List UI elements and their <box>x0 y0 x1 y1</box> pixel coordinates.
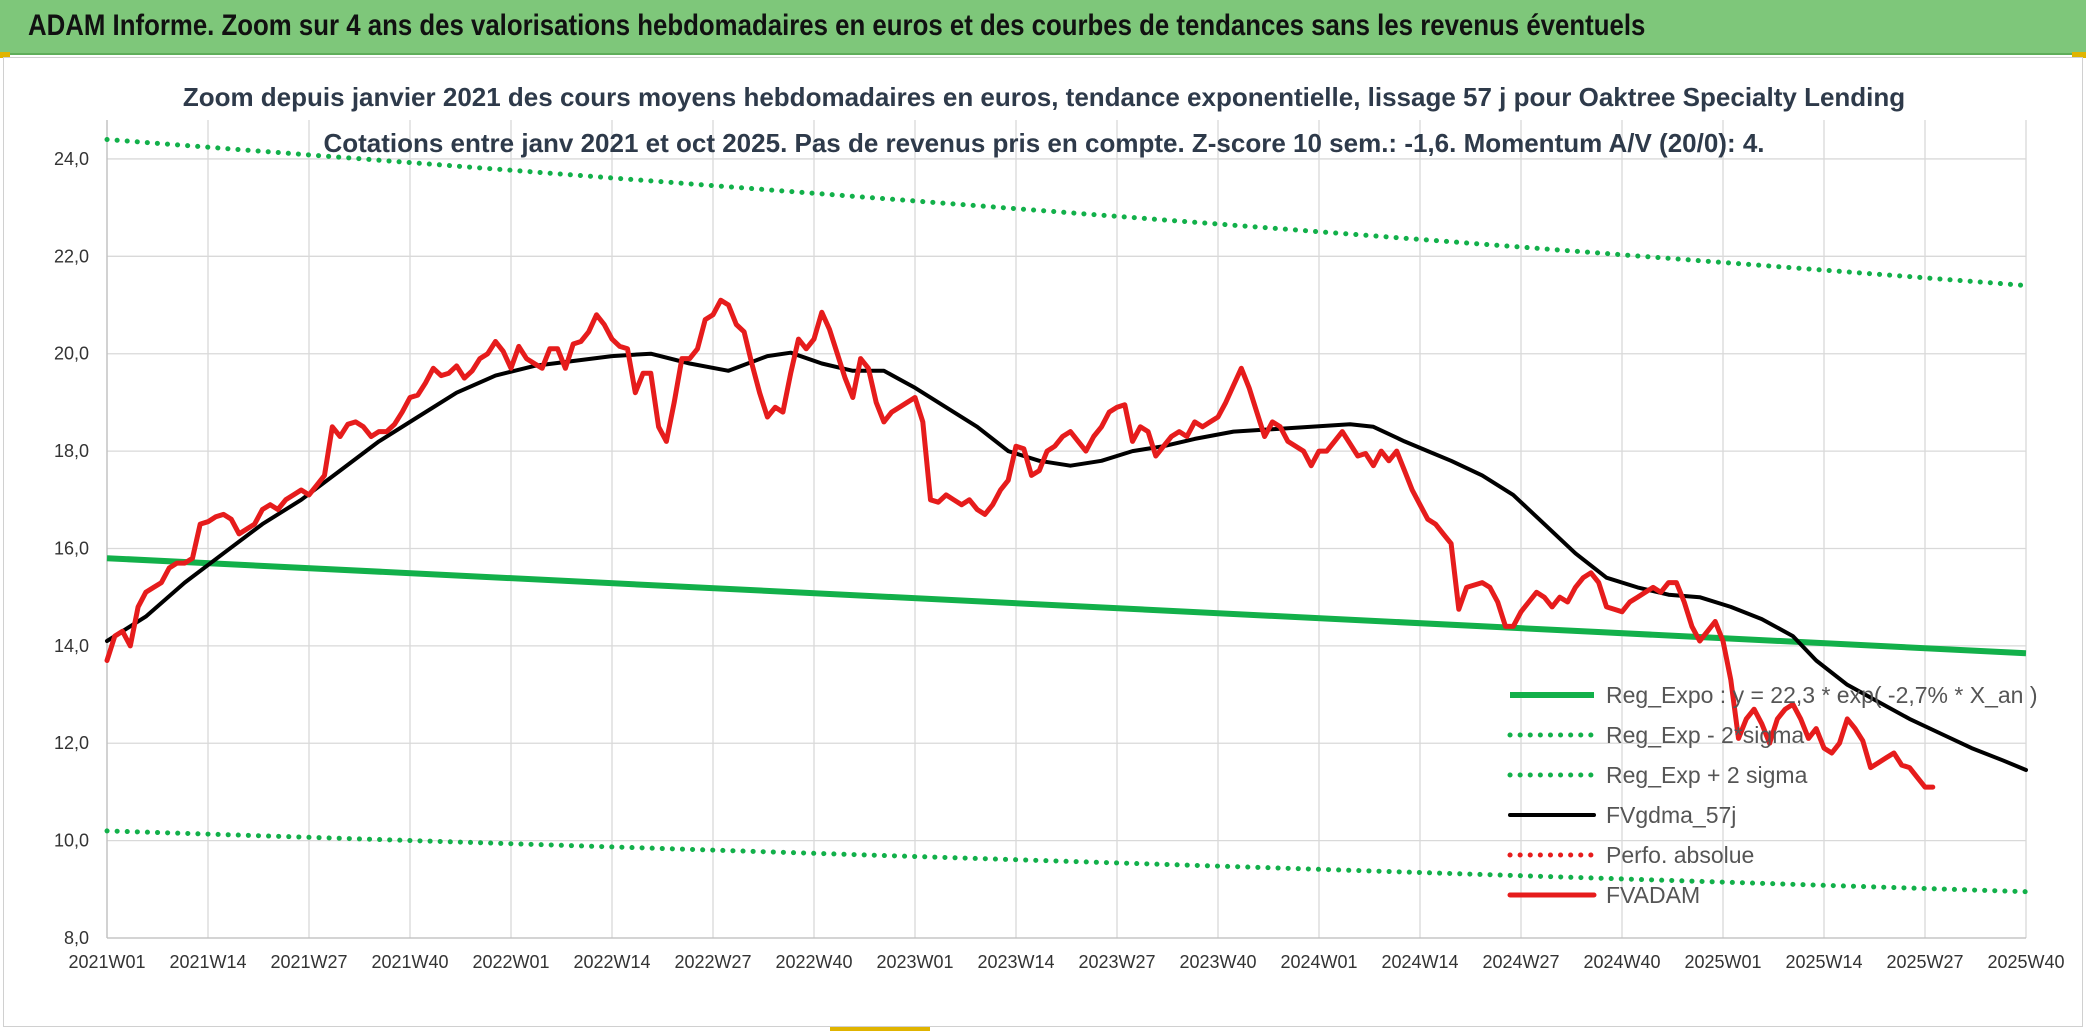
x-tick-label: 2025W40 <box>1987 952 2064 972</box>
x-tick-label: 2023W27 <box>1078 952 1155 972</box>
x-tick-label: 2025W27 <box>1886 952 1963 972</box>
y-tick-label: 22,0 <box>54 246 89 266</box>
series-line-fvadam <box>104 297 1936 790</box>
legend-label: Reg_Expo : y = 22,3 * exp( -2,7% * X_an … <box>1606 682 2038 708</box>
x-tick-label: 2022W27 <box>674 952 751 972</box>
x-tick-label: 2021W27 <box>270 952 347 972</box>
y-tick-label: 14,0 <box>54 636 89 656</box>
report-banner: ADAM Informe. Zoom sur 4 ans des valoris… <box>0 0 2086 55</box>
series-line-reg-exp-2-sigma <box>104 137 2029 288</box>
y-tick-label: 24,0 <box>54 149 89 169</box>
series-line-reg-expo-y-22-3-exp-2-7-x-an <box>106 555 2027 657</box>
corner-accent-right <box>2072 52 2086 58</box>
legend: Reg_Expo : y = 22,3 * exp( -2,7% * X_an … <box>1507 682 2038 908</box>
y-tick-label: 20,0 <box>54 344 89 364</box>
x-tick-label: 2024W14 <box>1381 952 1458 972</box>
x-tick-label: 2022W40 <box>775 952 852 972</box>
y-tick-label: 18,0 <box>54 441 89 461</box>
bottom-accent <box>830 1026 930 1031</box>
y-tick-label: 12,0 <box>54 733 89 753</box>
report-title: ADAM Informe. Zoom sur 4 ans des valoris… <box>28 9 1646 42</box>
chart-title: Zoom depuis janvier 2021 des cours moyen… <box>183 82 1905 112</box>
y-axis: 8,0 10,0 12,0 14,0 16,0 18,0 20,0 22,0 24,0 <box>54 149 89 948</box>
y-tick-label: 10,0 <box>54 831 89 851</box>
y-tick-label: 16,0 <box>54 538 89 558</box>
y-tick-label: 8,0 <box>64 928 89 948</box>
x-axis: 2021W01 2021W14 2021W27 2021W40 2022W01 2022W… <box>68 952 2064 972</box>
x-tick-label: 2022W14 <box>573 952 650 972</box>
x-tick-label: 2023W40 <box>1179 952 1256 972</box>
legend-label: Perfo. absolue <box>1606 842 1754 868</box>
legend-label: Reg_Exp + 2 sigma <box>1606 762 1808 788</box>
x-tick-label: 2023W01 <box>876 952 953 972</box>
series-line-fvgdma-57j <box>105 350 2028 772</box>
x-tick-label: 2021W14 <box>169 952 246 972</box>
legend-label: Reg_Exp - 2*sigma <box>1606 722 1804 748</box>
grid-lines <box>106 120 2027 939</box>
series-layer <box>104 137 2029 895</box>
x-tick-label: 2021W40 <box>371 952 448 972</box>
series-line-reg-exp-2-sigma <box>104 828 2029 895</box>
corner-accent-left <box>0 52 10 58</box>
x-tick-label: 2023W14 <box>977 952 1054 972</box>
chart-subtitle: Cotations entre janv 2021 et oct 2025. P… <box>323 128 1764 158</box>
legend-label: FVADAM <box>1606 882 1700 908</box>
x-tick-label: 2025W14 <box>1785 952 1862 972</box>
x-tick-label: 2024W40 <box>1583 952 1660 972</box>
x-tick-label: 2021W01 <box>68 952 145 972</box>
x-tick-label: 2024W01 <box>1280 952 1357 972</box>
chart-frame <box>3 57 2083 1027</box>
legend-label: FVgdma_57j <box>1606 802 1736 828</box>
x-tick-label: 2025W01 <box>1684 952 1761 972</box>
x-tick-label: 2024W27 <box>1482 952 1559 972</box>
x-tick-label: 2022W01 <box>472 952 549 972</box>
